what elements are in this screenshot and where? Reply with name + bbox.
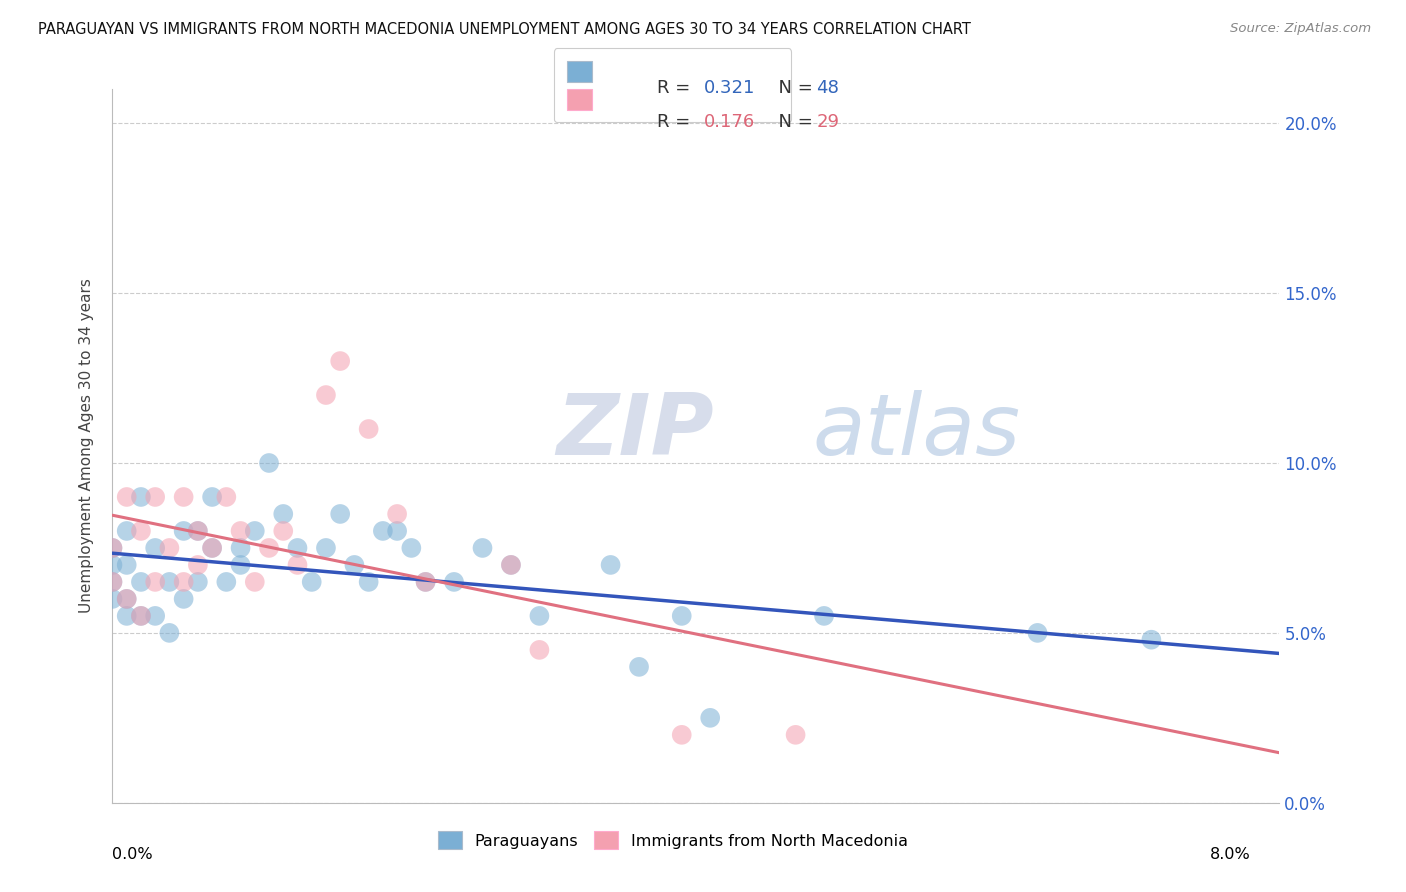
Text: 0.0%: 0.0% xyxy=(112,847,153,862)
Text: PARAGUAYAN VS IMMIGRANTS FROM NORTH MACEDONIA UNEMPLOYMENT AMONG AGES 30 TO 34 Y: PARAGUAYAN VS IMMIGRANTS FROM NORTH MACE… xyxy=(38,22,970,37)
Point xyxy=(101,574,124,589)
Point xyxy=(115,558,138,572)
Point xyxy=(101,591,124,606)
Point xyxy=(385,507,408,521)
Point xyxy=(187,574,209,589)
Legend: Paraguayans, Immigrants from North Macedonia: Paraguayans, Immigrants from North Maced… xyxy=(427,822,917,859)
Text: R =: R = xyxy=(658,113,696,131)
Point xyxy=(243,524,266,538)
Point xyxy=(201,541,224,555)
Point xyxy=(257,541,280,555)
Point xyxy=(287,558,309,572)
Point xyxy=(287,541,309,555)
Point xyxy=(301,574,323,589)
Point xyxy=(115,591,138,606)
Point xyxy=(257,456,280,470)
Text: atlas: atlas xyxy=(813,390,1021,474)
Point xyxy=(699,711,721,725)
Point xyxy=(129,574,152,589)
Point xyxy=(101,558,124,572)
Point xyxy=(129,490,152,504)
Point xyxy=(529,608,551,623)
Point xyxy=(157,574,180,589)
Point xyxy=(443,574,465,589)
Point xyxy=(271,524,294,538)
Point xyxy=(187,524,209,538)
Point xyxy=(471,541,494,555)
Point xyxy=(529,643,551,657)
Text: ZIP: ZIP xyxy=(555,390,714,474)
Text: 48: 48 xyxy=(817,79,839,97)
Point xyxy=(187,558,209,572)
Point xyxy=(1140,632,1163,647)
Point xyxy=(343,558,366,572)
Y-axis label: Unemployment Among Ages 30 to 34 years: Unemployment Among Ages 30 to 34 years xyxy=(79,278,94,614)
Point xyxy=(357,574,380,589)
Text: 0.321: 0.321 xyxy=(704,79,755,97)
Point xyxy=(115,591,138,606)
Text: Source: ZipAtlas.com: Source: ZipAtlas.com xyxy=(1230,22,1371,36)
Point xyxy=(628,660,651,674)
Point xyxy=(173,490,195,504)
Text: 8.0%: 8.0% xyxy=(1211,847,1251,862)
Point xyxy=(385,524,408,538)
Point xyxy=(215,574,238,589)
Point xyxy=(101,541,124,555)
Point xyxy=(173,591,195,606)
Point xyxy=(201,541,224,555)
Point xyxy=(671,608,693,623)
Point xyxy=(329,507,352,521)
Point xyxy=(499,558,522,572)
Text: N =: N = xyxy=(768,113,818,131)
Point xyxy=(173,524,195,538)
Point xyxy=(157,626,180,640)
Point xyxy=(401,541,423,555)
Text: 0.176: 0.176 xyxy=(704,113,755,131)
Point xyxy=(357,422,380,436)
Point xyxy=(201,490,224,504)
Point xyxy=(371,524,394,538)
Point xyxy=(187,524,209,538)
Point xyxy=(243,574,266,589)
Point xyxy=(143,574,166,589)
Text: 29: 29 xyxy=(817,113,839,131)
Point xyxy=(215,490,238,504)
Point xyxy=(129,608,152,623)
Point xyxy=(129,608,152,623)
Point xyxy=(415,574,437,589)
Point xyxy=(115,490,138,504)
Point xyxy=(671,728,693,742)
Point xyxy=(229,541,252,555)
Point xyxy=(115,608,138,623)
Text: N =: N = xyxy=(768,79,818,97)
Point xyxy=(229,558,252,572)
Point xyxy=(271,507,294,521)
Point xyxy=(143,608,166,623)
Point xyxy=(157,541,180,555)
Point xyxy=(315,388,337,402)
Point xyxy=(173,574,195,589)
Point xyxy=(315,541,337,555)
Point xyxy=(813,608,835,623)
Point xyxy=(499,558,522,572)
Point xyxy=(329,354,352,368)
Point xyxy=(785,728,807,742)
Point xyxy=(229,524,252,538)
Point xyxy=(143,541,166,555)
Point xyxy=(101,541,124,555)
Point xyxy=(599,558,621,572)
Text: R =: R = xyxy=(658,79,696,97)
Point xyxy=(1026,626,1049,640)
Point xyxy=(143,490,166,504)
Point xyxy=(101,574,124,589)
Point xyxy=(415,574,437,589)
Point xyxy=(129,524,152,538)
Point xyxy=(115,524,138,538)
